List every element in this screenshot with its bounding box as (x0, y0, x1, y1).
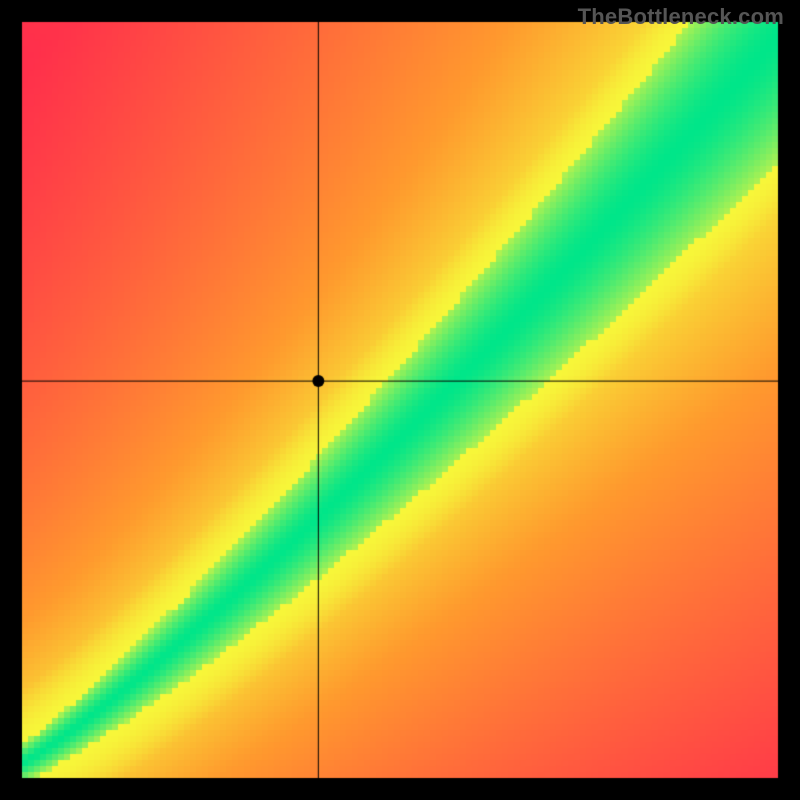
bottleneck-heatmap-canvas (0, 0, 800, 800)
watermark-text: TheBottleneck.com (578, 4, 784, 30)
chart-container: TheBottleneck.com (0, 0, 800, 800)
